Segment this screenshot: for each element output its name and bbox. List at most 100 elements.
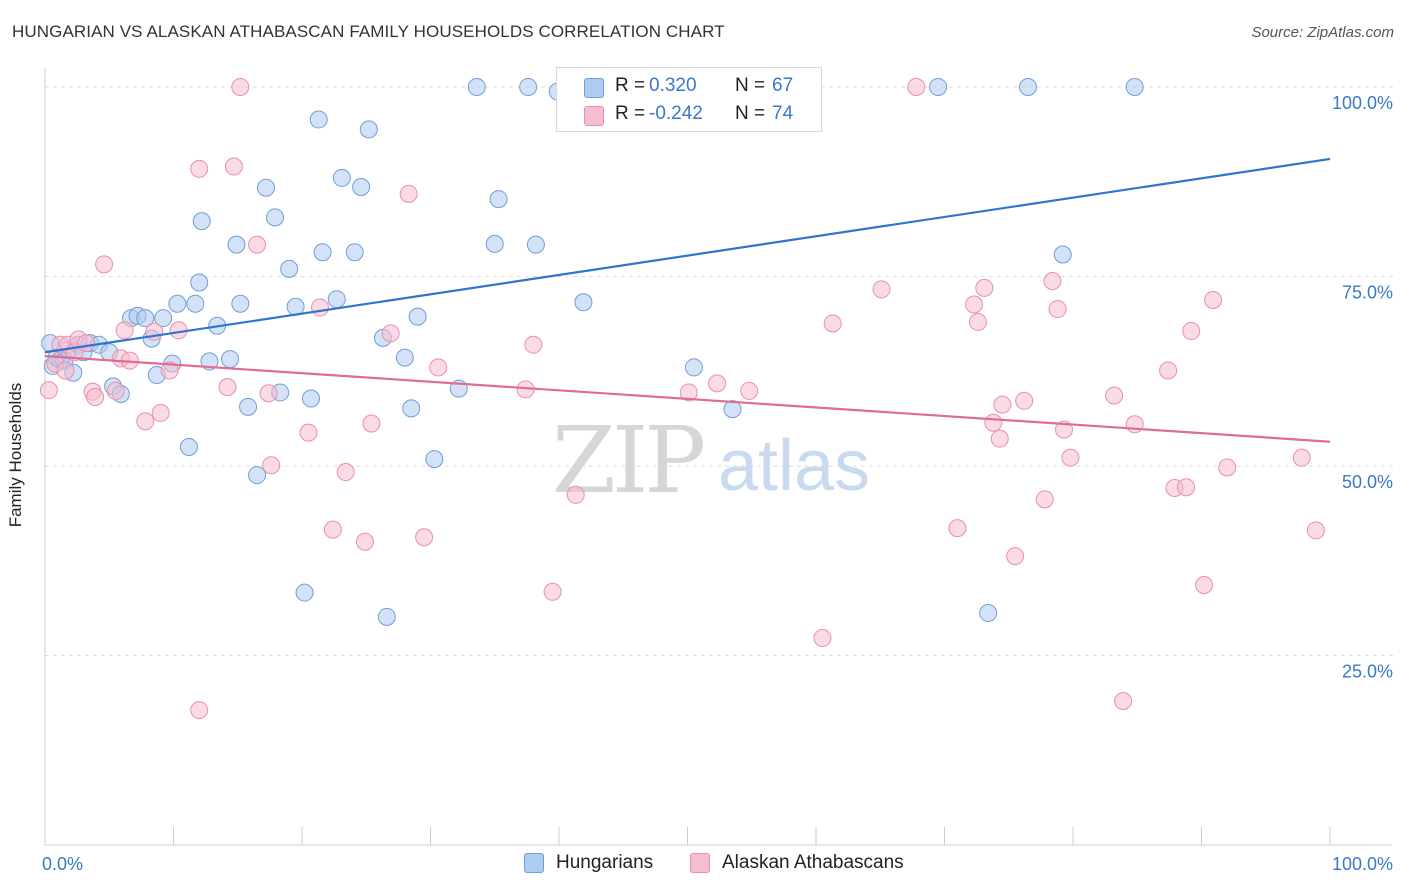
- series-legend: Hungarians Alaskan Athabascans: [524, 852, 924, 876]
- data-point-alaskan-athabascans: [965, 295, 984, 314]
- trendline-hungarians: [44, 157, 1331, 354]
- data-point-hungarians: [684, 358, 703, 377]
- data-point-alaskan-athabascans: [968, 312, 987, 331]
- data-point-alaskan-athabascans: [262, 456, 281, 475]
- legend-label-hungarians: Hungarians: [556, 852, 654, 873]
- data-point-alaskan-athabascans: [1159, 361, 1178, 380]
- legend-r-value: -0.242: [649, 103, 703, 124]
- data-point-hungarians: [266, 208, 285, 227]
- correlation-legend: R = 0.320 N = 67 R = -0.242 N = 74: [556, 67, 822, 132]
- data-point-alaskan-athabascans: [106, 381, 125, 400]
- legend-label-alaskan-athabascans: Alaskan Athabascans: [722, 852, 904, 873]
- data-point-alaskan-athabascans: [224, 157, 243, 176]
- data-point-hungarians: [309, 110, 328, 129]
- data-point-alaskan-athabascans: [1015, 391, 1034, 410]
- data-point-hungarians: [1053, 245, 1072, 264]
- data-point-hungarians: [395, 348, 414, 367]
- data-point-hungarians: [179, 438, 198, 457]
- data-point-alaskan-athabascans: [248, 235, 267, 254]
- data-point-alaskan-athabascans: [77, 334, 96, 353]
- data-point-hungarians: [929, 77, 948, 96]
- data-point-alaskan-athabascans: [1218, 458, 1237, 477]
- data-point-hungarians: [332, 168, 351, 187]
- data-point-alaskan-athabascans: [524, 335, 543, 354]
- data-point-alaskan-athabascans: [1177, 478, 1196, 497]
- series-hungarians-points: [41, 77, 1144, 626]
- legend-r-label: R =: [615, 103, 646, 124]
- data-point-alaskan-athabascans: [190, 701, 209, 720]
- data-point-alaskan-athabascans: [151, 403, 170, 422]
- data-point-alaskan-athabascans: [990, 429, 1009, 448]
- data-point-alaskan-athabascans: [415, 528, 434, 547]
- data-point-alaskan-athabascans: [872, 280, 891, 299]
- legend-swatch-hungarians: [524, 853, 544, 873]
- data-point-hungarians: [485, 234, 504, 253]
- data-point-hungarians: [352, 178, 371, 197]
- source-label: Source: ZipAtlas.com: [1251, 24, 1394, 41]
- data-point-hungarians: [186, 294, 205, 313]
- data-point-hungarians: [239, 397, 258, 416]
- data-point-hungarians: [221, 350, 240, 369]
- data-point-alaskan-athabascans: [1114, 691, 1133, 710]
- data-point-alaskan-athabascans: [708, 374, 727, 393]
- legend-n-value: 67: [772, 75, 794, 96]
- data-point-hungarians: [200, 352, 219, 371]
- watermark: ZIP atlas: [552, 407, 870, 514]
- y-tick-label: 50.0%: [1342, 472, 1393, 492]
- data-point-hungarians: [192, 212, 211, 231]
- data-point-alaskan-athabascans: [95, 255, 114, 274]
- data-point-alaskan-athabascans: [218, 378, 237, 397]
- data-point-alaskan-athabascans: [115, 321, 134, 340]
- data-point-alaskan-athabascans: [190, 159, 209, 178]
- data-point-alaskan-athabascans: [1048, 300, 1067, 319]
- data-point-alaskan-athabascans: [355, 532, 374, 551]
- legend-n-label: N =: [735, 75, 766, 96]
- data-point-alaskan-athabascans: [310, 298, 329, 317]
- data-point-alaskan-athabascans: [1306, 521, 1325, 540]
- legend-row-hungarians: R = 0.320 N = 67: [557, 72, 821, 100]
- data-point-alaskan-athabascans: [1292, 448, 1311, 467]
- data-point-alaskan-athabascans: [566, 485, 585, 504]
- axes: [44, 68, 1392, 846]
- data-point-alaskan-athabascans: [323, 520, 342, 539]
- data-point-alaskan-athabascans: [543, 582, 562, 601]
- data-point-alaskan-athabascans: [86, 387, 105, 406]
- data-point-hungarians: [231, 294, 250, 313]
- data-point-hungarians: [519, 77, 538, 96]
- data-point-hungarians: [301, 389, 320, 408]
- data-point-hungarians: [402, 399, 421, 418]
- data-point-hungarians: [190, 273, 209, 292]
- data-point-hungarians: [489, 190, 508, 209]
- data-point-hungarians: [248, 466, 267, 485]
- data-point-alaskan-athabascans: [399, 184, 418, 203]
- data-point-alaskan-athabascans: [1035, 490, 1054, 509]
- data-point-alaskan-athabascans: [1182, 322, 1201, 341]
- data-point-alaskan-athabascans: [740, 381, 759, 400]
- data-point-alaskan-athabascans: [429, 358, 448, 377]
- tick-labels: 25.0% 50.0% 75.0% 100.0% 0.0% 100.0%: [42, 93, 1393, 874]
- legend-n-label: N =: [735, 103, 766, 124]
- data-point-alaskan-athabascans: [299, 423, 318, 442]
- legend-swatch-pink: [584, 106, 604, 126]
- data-point-alaskan-athabascans: [136, 412, 155, 431]
- legend-r-label: R =: [615, 75, 646, 96]
- data-point-alaskan-athabascans: [381, 324, 400, 343]
- data-point-alaskan-athabascans: [823, 314, 842, 333]
- data-point-hungarians: [526, 235, 545, 254]
- legend-row-alaskan-athabascans: R = -0.242 N = 74: [557, 100, 821, 128]
- data-point-alaskan-athabascans: [362, 414, 381, 433]
- trendline-alaskan-athabascans: [44, 354, 1331, 443]
- data-point-hungarians: [979, 604, 998, 623]
- data-point-hungarians: [467, 77, 486, 96]
- chart-title: HUNGARIAN VS ALASKAN ATHABASCAN FAMILY H…: [12, 22, 725, 41]
- legend-swatch-alaskan-athabascans: [690, 853, 710, 873]
- y-tick-label: 100.0%: [1332, 93, 1393, 113]
- data-point-alaskan-athabascans: [1043, 272, 1062, 291]
- data-point-hungarians: [280, 259, 299, 278]
- data-point-alaskan-athabascans: [160, 361, 179, 380]
- data-point-hungarians: [574, 293, 593, 312]
- data-point-alaskan-athabascans: [1105, 386, 1124, 405]
- data-point-hungarians: [257, 178, 276, 197]
- grid-lines: [45, 86, 1393, 656]
